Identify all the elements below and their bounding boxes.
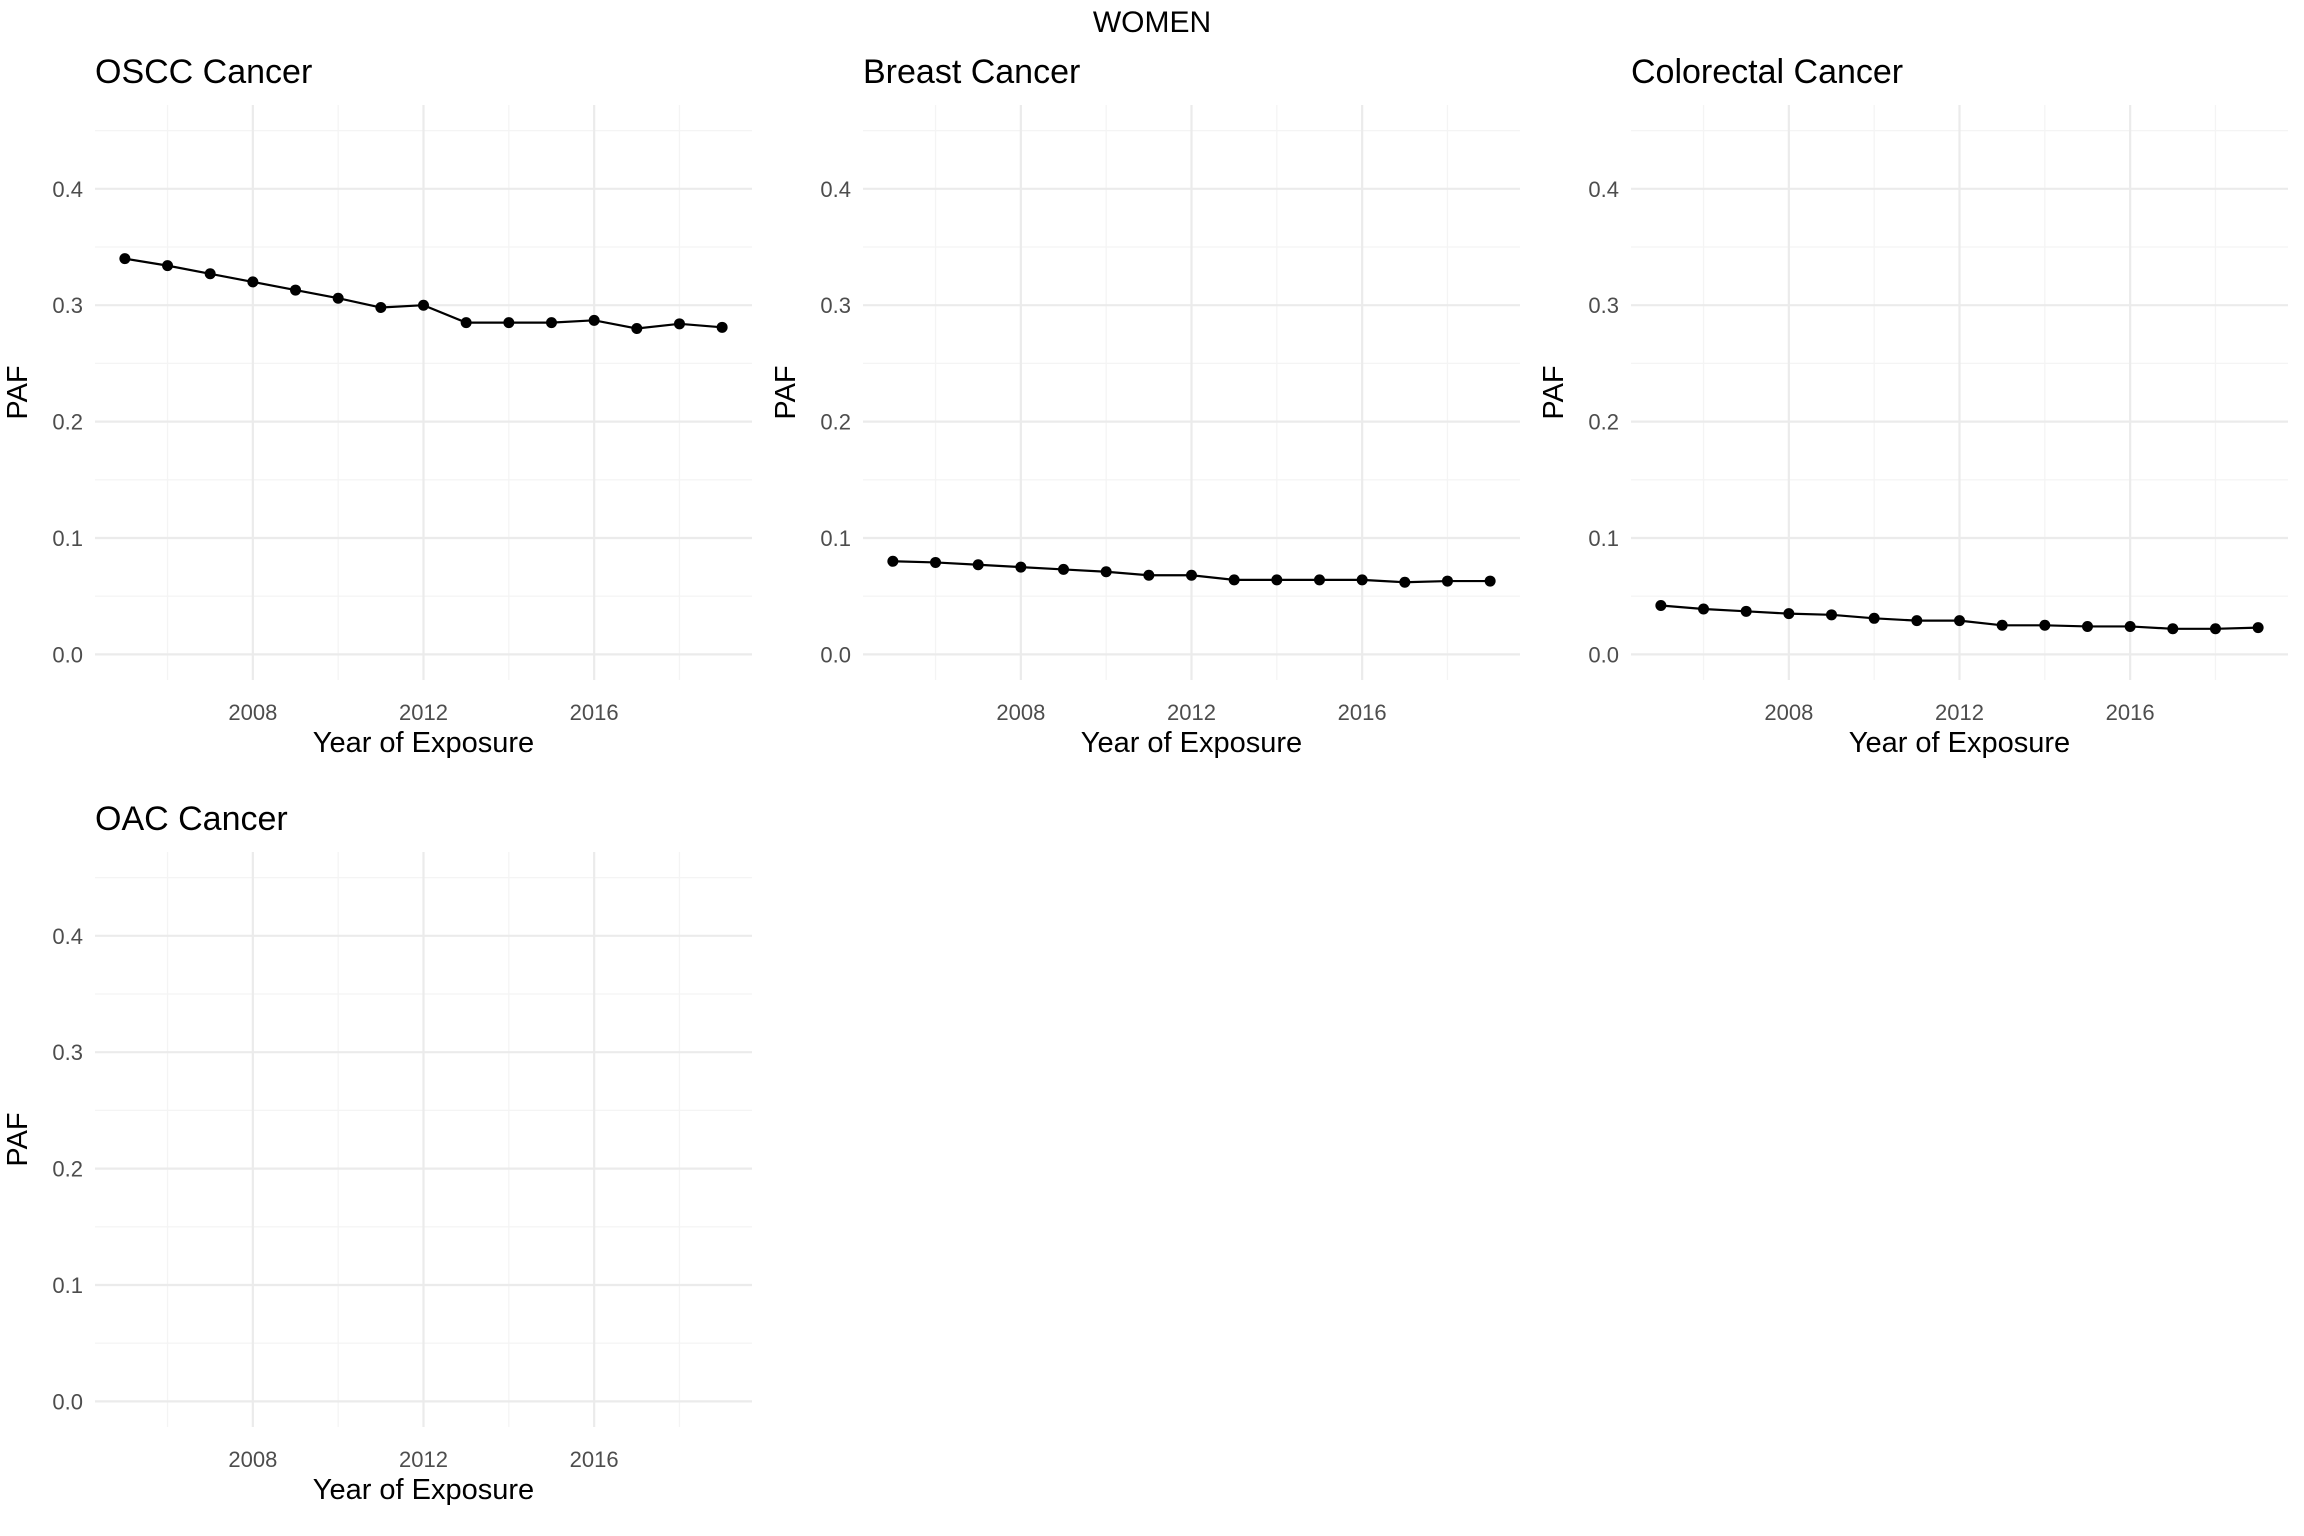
data-point <box>1655 600 1667 612</box>
x-tick-label: 2016 <box>2106 700 2155 725</box>
panels: 0.0 0.1 0.2 0.3 0.4 2008 2012 2016 OSCC Cancer Ye… <box>2 53 2288 1506</box>
data-point <box>1441 575 1453 587</box>
figure-title: WOMEN <box>1093 6 1211 39</box>
y-tick-label: 0.4 <box>820 177 851 202</box>
y-tick-label: 0.1 <box>52 1273 83 1298</box>
data-point <box>1783 608 1795 620</box>
x-axis-title: Year of Exposure <box>313 727 534 759</box>
x-tick-label: 2012 <box>1935 700 1984 725</box>
x-axis-title: Year of Exposure <box>313 1474 534 1506</box>
data-point <box>1826 609 1838 621</box>
data-point <box>375 302 387 314</box>
y-tick-label: 0.0 <box>820 642 851 667</box>
data-point <box>119 253 131 265</box>
data-point <box>290 284 302 296</box>
data-point <box>1228 574 1240 586</box>
y-tick-label: 0.0 <box>52 1389 83 1414</box>
data-point <box>204 268 216 280</box>
data-point <box>332 292 344 304</box>
y-tick-label: 0.4 <box>1588 177 1619 202</box>
data-point <box>1484 575 1496 587</box>
data-point <box>545 317 557 329</box>
data-point <box>930 556 942 568</box>
x-axis-title: Year of Exposure <box>1081 727 1302 759</box>
data-point <box>1698 603 1710 615</box>
panel-title: OAC Cancer <box>95 800 288 838</box>
data-point <box>2167 623 2179 635</box>
panel-1: 0.0 0.1 0.2 0.3 0.4 2008 2012 2016 OSCC Cancer Ye… <box>2 53 752 759</box>
y-tick-label: 0.1 <box>1588 526 1619 551</box>
data-point <box>1954 615 1965 627</box>
y-tick-label: 0.0 <box>52 642 83 667</box>
y-tick-label: 0.0 <box>1588 642 1619 667</box>
data-point <box>1100 566 1112 578</box>
panel-2: 0.0 0.1 0.2 0.3 0.4 2008 2012 2016 Breast Cancer… <box>770 53 1520 759</box>
data-point <box>1271 574 1283 586</box>
data-point <box>1186 569 1197 581</box>
data-point <box>716 321 728 333</box>
x-tick-label: 2012 <box>399 1447 448 1472</box>
data-point <box>673 318 685 330</box>
x-tick-label: 2008 <box>228 700 277 725</box>
data-point <box>2209 623 2221 635</box>
panel-3: 0.0 0.1 0.2 0.3 0.4 2008 2012 2016 Colorectal Ca… <box>1538 53 2288 759</box>
panel-title: Breast Cancer <box>863 53 1080 91</box>
x-tick-label: 2016 <box>570 700 619 725</box>
data-point <box>503 317 515 329</box>
data-point <box>1356 574 1368 586</box>
data-point <box>1058 563 1070 575</box>
panel-title: Colorectal Cancer <box>1631 53 1903 91</box>
data-point <box>1996 619 2008 631</box>
y-tick-label: 0.3 <box>1588 293 1619 318</box>
data-point <box>1868 612 1880 624</box>
y-tick-label: 0.2 <box>52 1157 83 1182</box>
data-point <box>1015 561 1027 573</box>
y-axis-title: PAF <box>770 365 802 419</box>
data-point <box>2252 622 2264 634</box>
data-point <box>972 559 984 571</box>
y-tick-label: 0.1 <box>52 526 83 551</box>
y-tick-label: 0.3 <box>820 293 851 318</box>
y-tick-label: 0.4 <box>52 177 83 202</box>
x-tick-label: 2008 <box>1764 700 1813 725</box>
x-tick-label: 2008 <box>996 700 1045 725</box>
y-tick-label: 0.2 <box>820 410 851 435</box>
data-point <box>247 276 259 288</box>
data-point <box>1143 569 1155 581</box>
y-axis-title: PAF <box>2 365 34 419</box>
x-tick-label: 2016 <box>570 1447 619 1472</box>
x-tick-label: 2016 <box>1338 700 1387 725</box>
y-tick-label: 0.3 <box>52 293 83 318</box>
data-point <box>1399 576 1411 588</box>
y-axis-title: PAF <box>2 1112 34 1166</box>
y-tick-label: 0.2 <box>1588 410 1619 435</box>
data-point <box>588 314 600 326</box>
data-point <box>162 260 174 272</box>
panel-4: 0.0 0.1 0.2 0.3 0.4 2008 2012 2016 OAC Cancer Yea… <box>2 800 752 1506</box>
x-tick-label: 2008 <box>228 1447 277 1472</box>
data-point <box>418 299 429 311</box>
data-point <box>2081 620 2093 632</box>
data-point <box>2039 619 2051 631</box>
y-axis-title: PAF <box>1538 365 1570 419</box>
panel-title: OSCC Cancer <box>95 53 312 91</box>
data-point <box>887 555 899 567</box>
y-tick-label: 0.2 <box>52 410 83 435</box>
data-point <box>1911 615 1923 627</box>
x-tick-label: 2012 <box>1167 700 1216 725</box>
y-tick-label: 0.1 <box>820 526 851 551</box>
data-point <box>631 322 643 334</box>
x-tick-label: 2012 <box>399 700 448 725</box>
data-point <box>1740 605 1752 617</box>
y-tick-label: 0.4 <box>52 924 83 949</box>
data-point <box>460 317 472 329</box>
data-point <box>1313 574 1325 586</box>
y-tick-label: 0.3 <box>52 1040 83 1065</box>
x-axis-title: Year of Exposure <box>1849 727 2070 759</box>
data-point <box>2124 620 2136 632</box>
